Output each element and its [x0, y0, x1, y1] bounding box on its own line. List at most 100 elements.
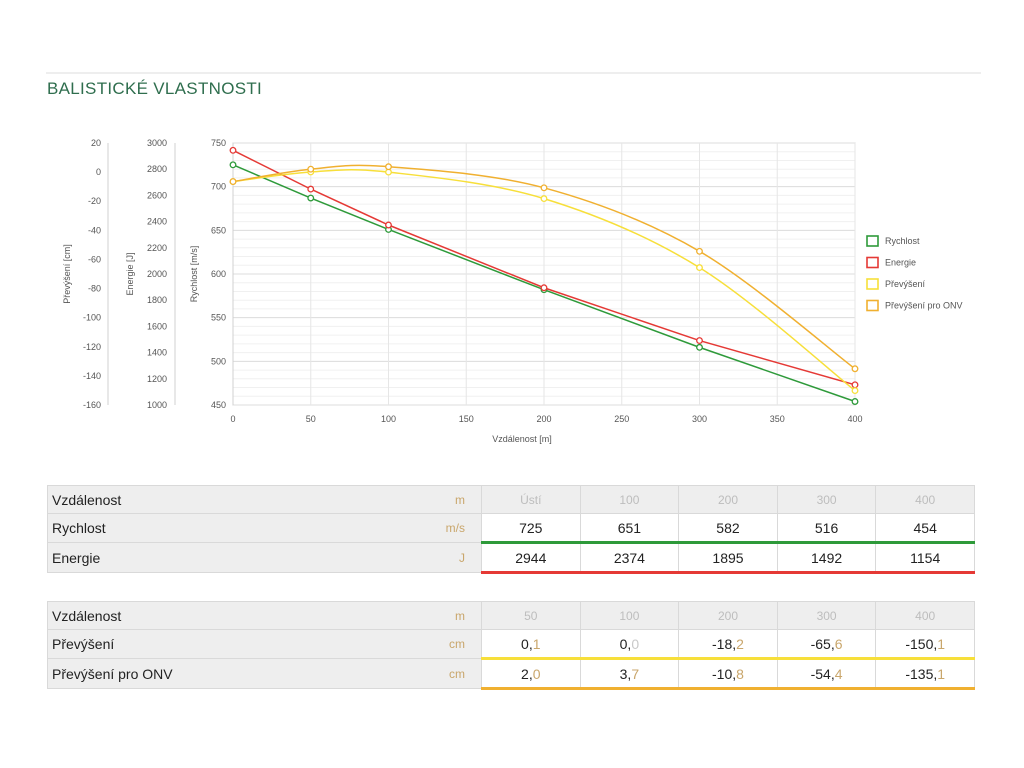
legend-swatch [866, 235, 879, 247]
value-cell: 0,1 [481, 629, 581, 660]
data-point [307, 185, 315, 193]
y-tick-label: 1400 [147, 348, 167, 358]
value-integer: 1154 [910, 549, 941, 566]
table-header-row: Vzdálenost m 50 100 200 300 400 [47, 601, 975, 630]
y-tick-label: -60 [88, 254, 101, 264]
value-integer: 2374 [613, 549, 645, 566]
value-integer: -18, [712, 635, 737, 652]
value-cell: -65,6 [776, 629, 877, 660]
y-tick-label: 20 [91, 138, 101, 148]
value-cell: 1154 [875, 542, 975, 574]
y-tick-label: 550 [211, 313, 226, 323]
y-axis-label: Převýšení [cm] [62, 244, 72, 304]
legend-swatch [866, 299, 879, 312]
data-point [540, 284, 548, 292]
legend-swatch [866, 278, 879, 290]
series-line-0 [232, 164, 856, 403]
value-integer: 3, [619, 665, 632, 682]
value-decimal: 1 [937, 665, 946, 682]
data-point [851, 365, 859, 373]
y-tick-label: 2000 [147, 269, 167, 279]
value-cell: 1492 [776, 542, 877, 574]
value-integer: 454 [913, 519, 937, 536]
row-unit: cm [427, 658, 482, 689]
y-tick-label: 650 [211, 225, 226, 235]
value-cell: -10,8 [678, 658, 778, 690]
value-cell: 651 [579, 513, 680, 544]
y-tick-label: 1000 [147, 400, 167, 410]
column-header: 100 [579, 601, 680, 630]
x-tick-label: 400 [847, 414, 862, 424]
y-tick-label: -100 [83, 313, 101, 323]
y-tick-label: 3000 [147, 138, 167, 148]
value-cell: -18,2 [678, 629, 778, 660]
value-integer: 2944 [515, 549, 547, 566]
data-point [540, 184, 548, 192]
legend-label: Energie [885, 258, 916, 268]
value-cell: 3,7 [579, 658, 680, 690]
value-decimal: 4 [834, 665, 843, 682]
x-tick-label: 350 [770, 414, 785, 424]
value-decimal: 1 [937, 635, 946, 652]
value-decimal: 6 [834, 635, 843, 652]
row-label: Vzdálenost [47, 601, 427, 630]
x-tick-label: 150 [459, 414, 474, 424]
x-tick-label: 250 [614, 414, 629, 424]
data-point [696, 264, 703, 272]
data-point [307, 194, 315, 202]
data-point [851, 381, 859, 389]
column-header: Ústí [481, 485, 581, 514]
data-point [229, 146, 237, 154]
x-tick-label: 200 [536, 414, 551, 424]
y-tick-label: 0 [96, 167, 101, 177]
column-header: 200 [678, 485, 778, 514]
y-tick-label: 1800 [147, 295, 167, 305]
y-tick-label: -20 [88, 196, 101, 206]
table-row: Rychlost m/s 725 651 582 516 454 [47, 513, 975, 544]
column-header: 200 [678, 601, 778, 630]
x-tick-label: 100 [381, 414, 396, 424]
column-header: 50 [481, 601, 581, 630]
value-integer: -10, [712, 665, 737, 682]
top-divider [46, 72, 981, 74]
value-integer: 582 [716, 519, 740, 536]
x-tick-label: 50 [306, 414, 316, 424]
value-integer: -150, [905, 635, 938, 652]
value-cell: -150,1 [875, 629, 975, 660]
value-decimal: 0 [631, 635, 640, 652]
value-integer: 725 [519, 519, 543, 536]
row-label: Energie [47, 542, 427, 573]
value-integer: 651 [617, 519, 642, 536]
ballistics-table-drop: Vzdálenost m 50 100 200 300 400 Převýšení cm 0,1 0… [47, 601, 975, 690]
row-unit: m [427, 601, 482, 630]
row-unit: m [427, 485, 482, 514]
column-header: 300 [776, 485, 877, 514]
y-tick-label: -140 [83, 371, 101, 381]
value-cell: 2944 [481, 542, 581, 574]
value-cell: 2374 [579, 542, 680, 574]
value-cell: 725 [481, 513, 581, 544]
data-point [229, 178, 237, 186]
y-tick-label: 2200 [147, 243, 167, 253]
y-tick-label: 500 [211, 356, 226, 366]
ballistics-table-velocity-energy: Vzdálenost m Ústí 100 200 300 400 Rychlost m/s 72… [47, 485, 975, 574]
y-tick-label: -40 [88, 225, 101, 235]
x-axis-label: Vzdálenost [m] [492, 434, 552, 444]
column-header: 100 [579, 485, 680, 514]
row-label: Vzdálenost [47, 485, 427, 514]
legend-label: Převýšení [885, 279, 926, 289]
column-header: 400 [875, 485, 975, 514]
table-row: Převýšení cm 0,1 0,0 -18,2 -65,6 -150,1 [47, 629, 975, 660]
y-tick-label: 2800 [147, 164, 167, 174]
value-decimal: 2 [736, 635, 744, 652]
value-cell: 2,0 [481, 658, 581, 690]
table-row: Energie J 2944 2374 1895 1492 1154 [47, 542, 975, 574]
value-integer: -54, [810, 665, 835, 682]
value-decimal: 0 [532, 665, 541, 682]
y-axis-label: Energie [J] [125, 252, 135, 295]
value-integer: -135, [905, 665, 938, 682]
data-point [851, 398, 859, 405]
data-point [229, 161, 237, 169]
value-cell: -135,1 [875, 658, 975, 690]
